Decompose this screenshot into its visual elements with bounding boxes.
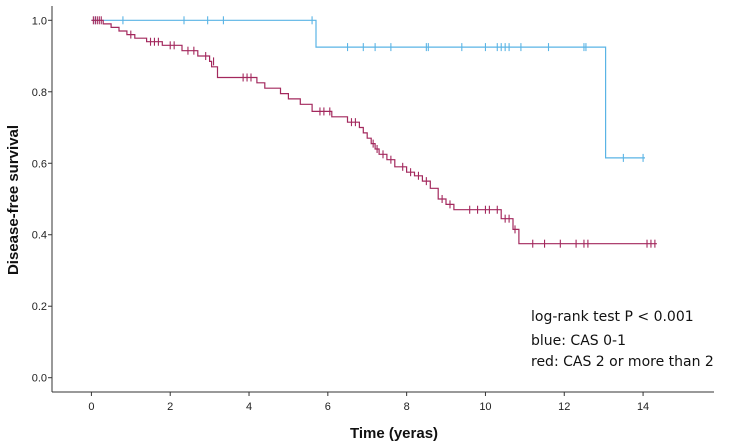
y-tick-label: 0.6 xyxy=(32,158,47,170)
survival-curves xyxy=(91,16,657,248)
y-tick-label: 1.0 xyxy=(32,15,47,27)
x-tick-label: 2 xyxy=(167,401,173,413)
y-tick-label: 0.4 xyxy=(32,230,47,242)
plot-frame xyxy=(51,6,714,393)
x-tick-label: 12 xyxy=(558,401,570,413)
survival-line-red-cas-2-plus xyxy=(91,19,657,245)
x-tick-label: 14 xyxy=(637,401,649,413)
x-tick-label: 6 xyxy=(325,401,331,413)
y-tick-label: 0.2 xyxy=(32,301,47,313)
y-axis-ticks: 0.0 0.2 0.4 0.6 0.8 1.0 xyxy=(32,15,52,385)
x-axis-ticks: 0 2 4 6 8 10 12 14 xyxy=(88,392,649,413)
y-tick-label: 0.0 xyxy=(32,373,47,385)
y-axis-title: Disease-free survival xyxy=(5,125,22,275)
log-rank-annotation: log-rank test P < 0.001 xyxy=(531,309,694,325)
x-tick-label: 4 xyxy=(246,401,252,413)
legend-blue-annotation: blue: CAS 0-1 xyxy=(531,333,626,349)
survival-line-blue-cas-0-1 xyxy=(91,19,645,159)
x-axis-title: Time (yeras) xyxy=(350,425,438,442)
y-tick-label: 0.8 xyxy=(32,87,47,99)
x-tick-label: 8 xyxy=(404,401,410,413)
x-tick-label: 0 xyxy=(88,401,94,413)
x-tick-label: 10 xyxy=(479,401,491,413)
legend-red-annotation: red: CAS 2 or more than 2 xyxy=(531,354,714,370)
